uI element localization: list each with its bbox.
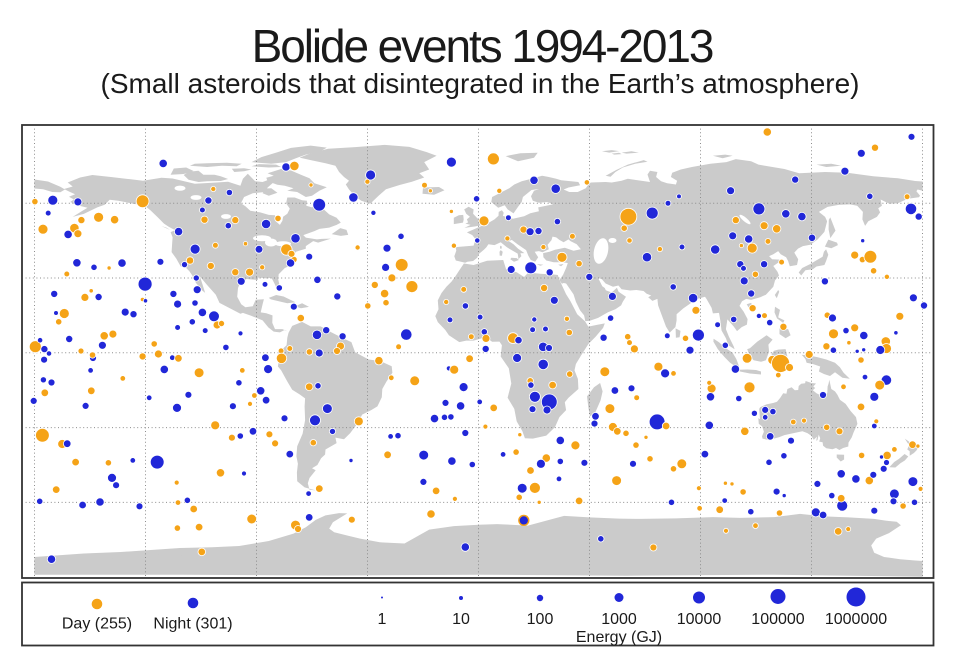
svg-text:Energy (GJ): Energy (GJ): [576, 629, 662, 646]
svg-text:Day (255): Day (255): [62, 616, 132, 633]
svg-text:1000000: 1000000: [825, 611, 887, 628]
svg-text:Night (301): Night (301): [153, 616, 232, 633]
svg-text:1: 1: [378, 611, 387, 628]
svg-text:100: 100: [527, 611, 554, 628]
svg-text:100000: 100000: [751, 611, 804, 628]
svg-text:10: 10: [452, 611, 470, 628]
svg-text:1000: 1000: [601, 611, 637, 628]
svg-text:(Small asteroids that disinteg: (Small asteroids that disintegrated in t…: [101, 68, 860, 99]
svg-text:Bolide events 1994-2013: Bolide events 1994-2013: [252, 20, 713, 72]
svg-text:10000: 10000: [677, 611, 722, 628]
